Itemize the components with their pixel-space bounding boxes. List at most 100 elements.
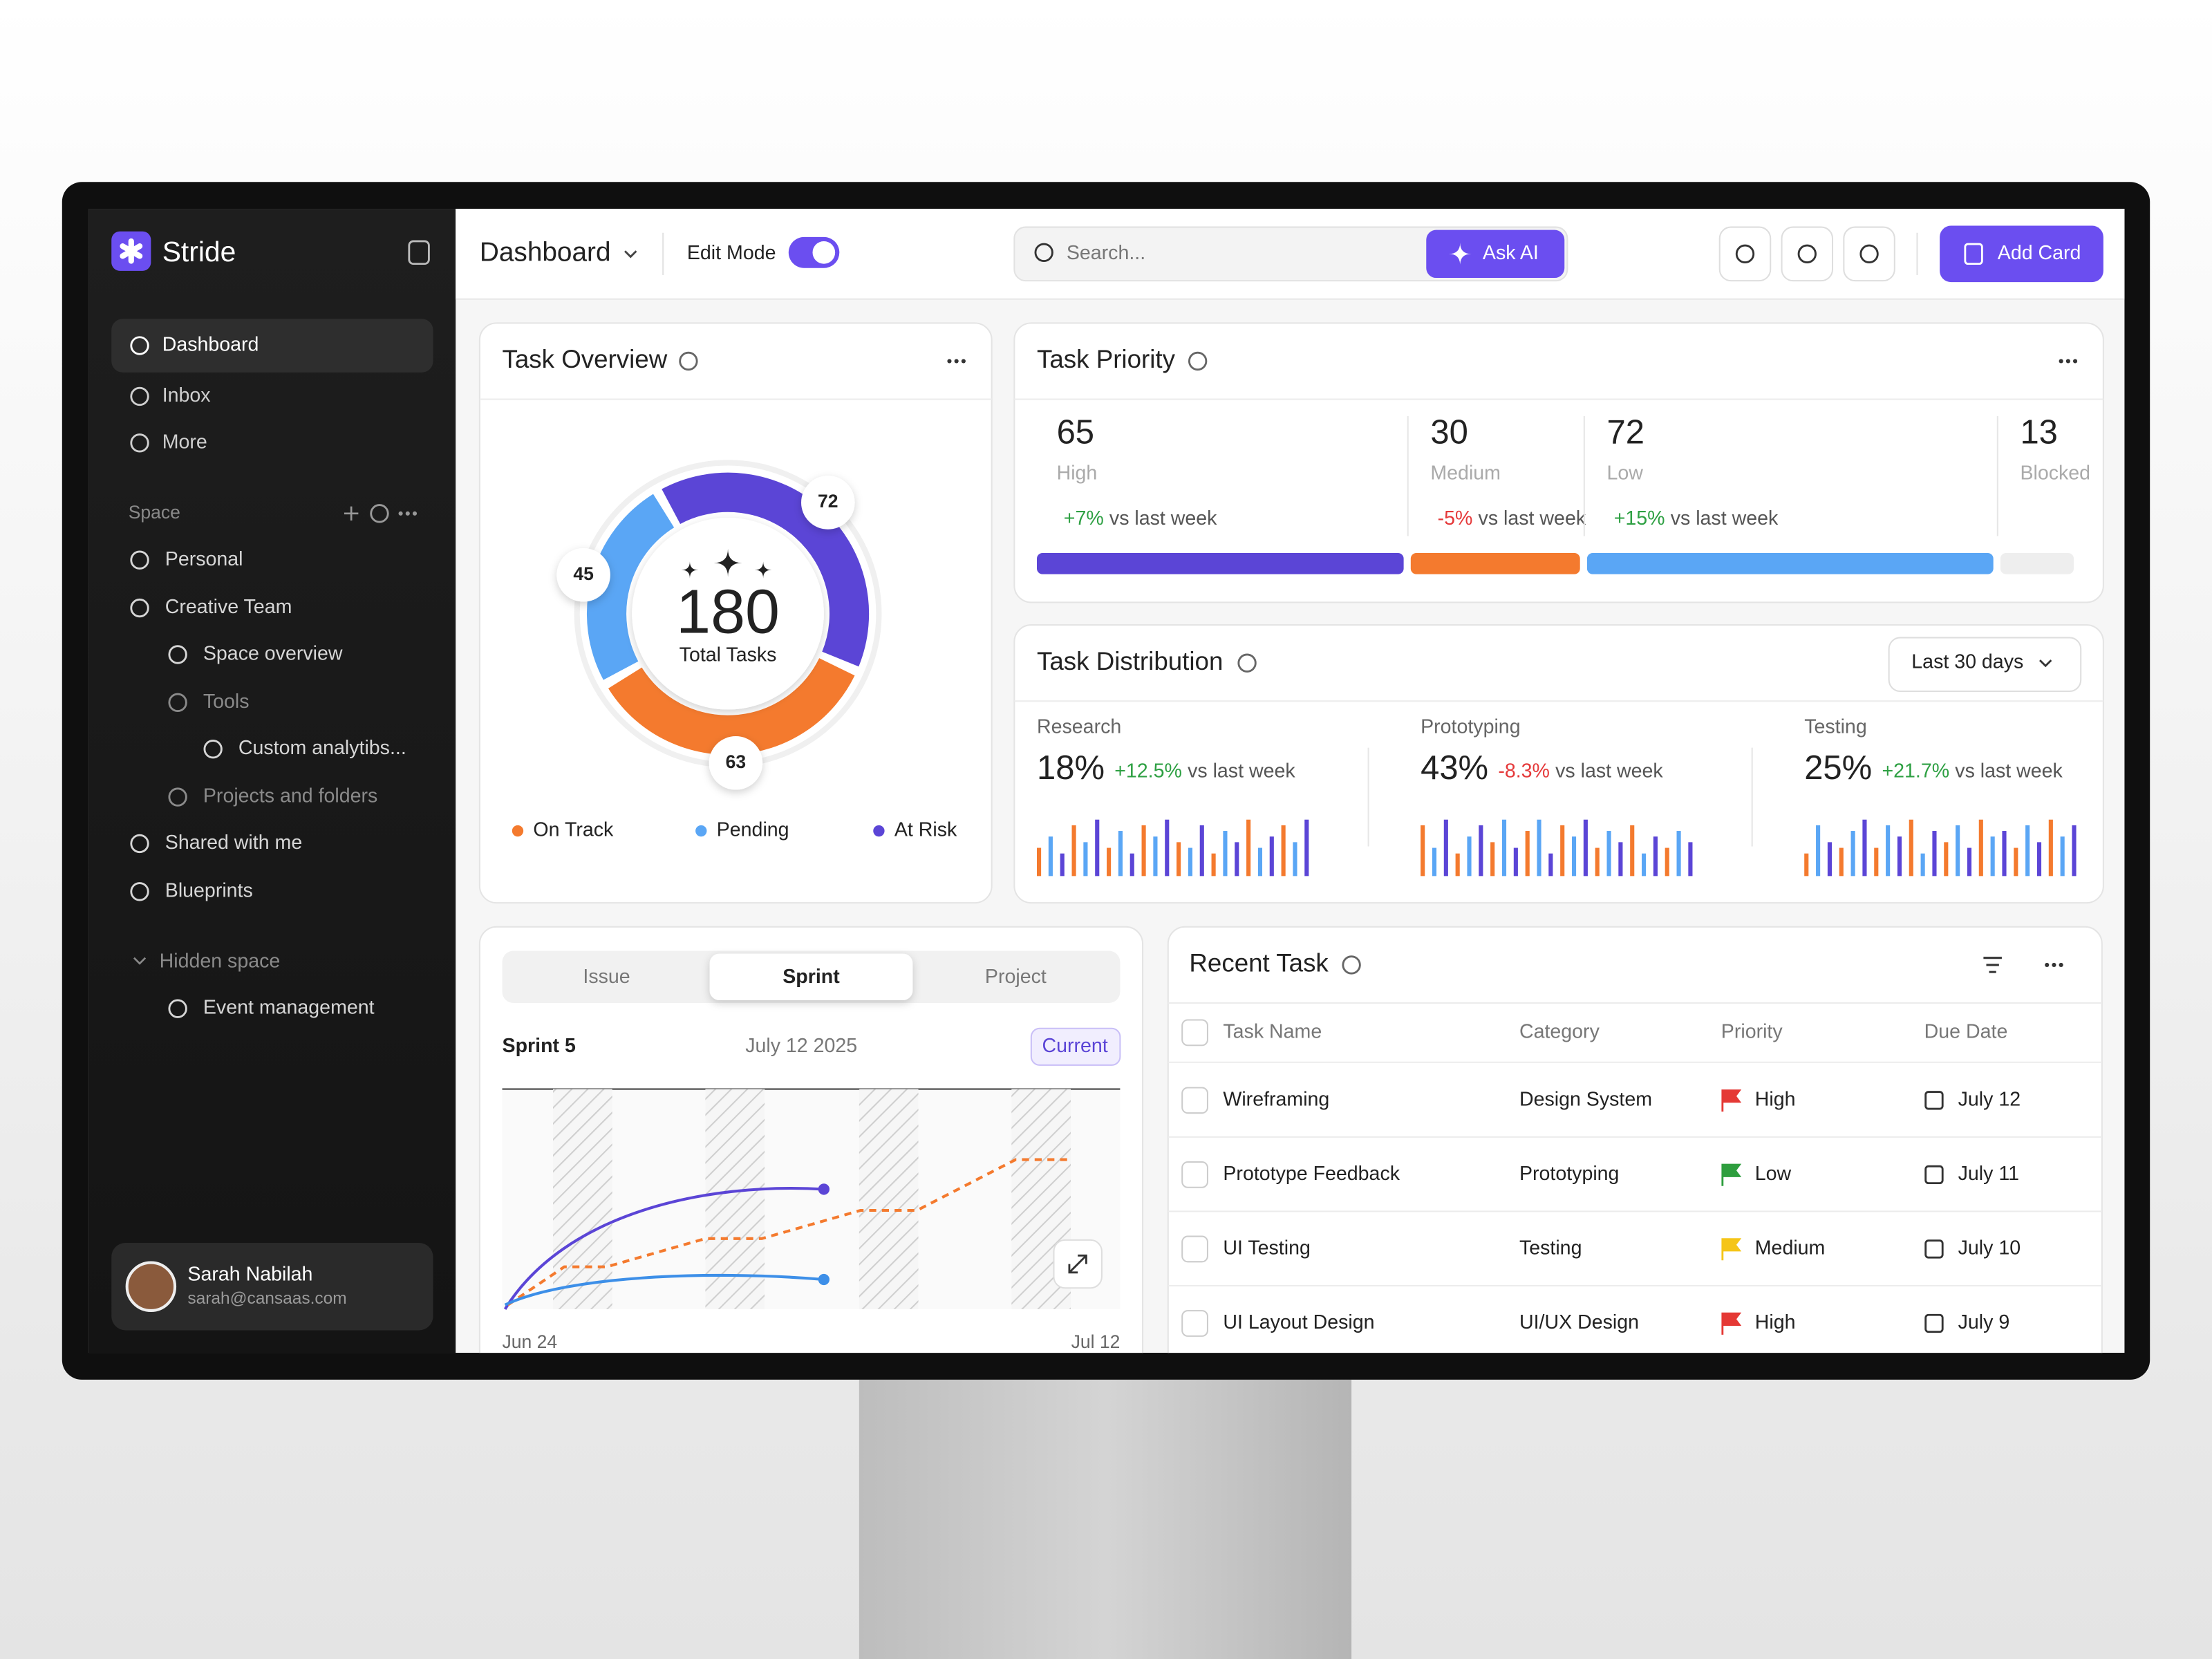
priority-flag [1721, 1238, 1742, 1261]
space-item[interactable]: Creative Team [165, 596, 292, 618]
sidebar-toggle[interactable] [408, 240, 430, 265]
nav-active[interactable] [111, 319, 433, 373]
nav-item[interactable]: Inbox [162, 384, 211, 406]
curve-end [818, 1273, 830, 1286]
icon [1237, 653, 1257, 673]
task-name: UI Layout Design [1223, 1311, 1374, 1333]
mini-bar [1618, 842, 1623, 877]
checkbox[interactable] [1181, 1310, 1208, 1337]
icon-button[interactable] [1718, 226, 1772, 282]
task-priority: High [1755, 1088, 1796, 1110]
icon [130, 386, 149, 406]
logo-mark [120, 243, 143, 259]
percent: 18% [1037, 749, 1105, 787]
percent: 25% [1804, 749, 1872, 787]
space-item[interactable]: Shared with me [165, 832, 302, 854]
nav-item[interactable]: Dashboard [162, 334, 259, 356]
mini-bar [1165, 819, 1170, 877]
value-label: 72 [818, 491, 838, 512]
mini-bar [1571, 836, 1577, 877]
mini-bar [1269, 836, 1274, 877]
task-name: Prototype Feedback [1223, 1163, 1400, 1185]
more-dot [405, 511, 410, 516]
change-value: -8.3% [1498, 760, 1550, 782]
space-item[interactable]: Projects and folders [203, 785, 377, 807]
total-value: 180 [676, 578, 780, 647]
mini-bar [1537, 819, 1541, 877]
edit-mode-label: Edit Mode [687, 242, 776, 264]
space-item[interactable]: Personal [165, 548, 243, 570]
mini-bar [1443, 819, 1448, 877]
change: +7% vs last week [1064, 507, 1217, 529]
space-item[interactable]: Tools [203, 691, 250, 713]
card-title: Task Overview [503, 345, 668, 373]
axis-label: Jun 24 [503, 1331, 558, 1352]
priority-value: 13 [2020, 414, 2057, 451]
space-item[interactable]: Blueprints [165, 879, 253, 901]
mini-bar [1874, 847, 1879, 877]
priority-bar [1410, 553, 1580, 574]
space-item[interactable]: Event management [203, 997, 375, 1019]
legend-dot [512, 825, 524, 837]
donut-segment [608, 657, 855, 755]
add-icon [344, 506, 359, 521]
column-header: Task Name [1223, 1020, 1322, 1042]
checkbox[interactable] [1181, 1235, 1208, 1263]
mini-bar [1862, 819, 1867, 877]
icon [168, 999, 187, 1018]
priority-bar [2000, 553, 2074, 574]
section-label: Space [129, 502, 180, 523]
checkbox[interactable] [1181, 1087, 1208, 1114]
tab[interactable]: Issue [583, 966, 630, 988]
priority-label: Medium [1430, 462, 1501, 484]
range-dropdown[interactable] [1888, 637, 2082, 693]
priority-bar [1586, 553, 1994, 574]
mini-bar [2002, 831, 2007, 877]
page-title: Dashboard [480, 238, 611, 268]
task-priority: High [1755, 1311, 1796, 1333]
ask-ai-button[interactable] [1426, 229, 1565, 279]
expand-icon [1068, 1254, 1087, 1274]
mini-bar [1432, 847, 1437, 877]
more-dot [2059, 359, 2063, 364]
mini-bar [1816, 825, 1821, 877]
icon [1188, 351, 1208, 371]
mini-bar [1909, 819, 1913, 877]
tab[interactable]: Sprint [782, 966, 840, 988]
tab[interactable]: Project [985, 966, 1047, 988]
curve [504, 1273, 825, 1306]
icon-button[interactable] [1781, 226, 1834, 282]
checkbox[interactable] [1181, 1161, 1208, 1188]
legend-label: At Risk [894, 819, 957, 841]
icon [130, 598, 149, 618]
mini-bar [1642, 853, 1647, 877]
icon-button[interactable] [1843, 226, 1895, 282]
sprint-name: Sprint 5 [503, 1035, 576, 1057]
task-category: Testing [1519, 1237, 1582, 1259]
change-text: vs last week [1955, 760, 2063, 782]
mini-bar [1665, 847, 1669, 877]
icon [130, 550, 149, 570]
space-item[interactable]: Space overview [203, 642, 343, 664]
priority-label: High [1057, 462, 1098, 484]
curve [507, 1158, 1073, 1306]
brand: Stride [162, 236, 236, 268]
priority-label: Blocked [2020, 462, 2090, 484]
sparkle [713, 548, 742, 577]
change-value: +21.7% [1882, 760, 1949, 782]
mini-bar [1223, 831, 1228, 877]
axis-label: Jul 12 [1071, 1331, 1121, 1352]
nav-item[interactable]: More [162, 431, 207, 453]
space-item[interactable]: Custom analytibs... [238, 737, 406, 759]
search-placeholder: Search... [1067, 242, 1145, 264]
mini-bar [1235, 842, 1239, 877]
mini-bar [1479, 825, 1483, 877]
card [1167, 926, 2103, 1353]
mini-bar [1177, 842, 1181, 877]
card-title: Task Distribution [1037, 647, 1223, 675]
mini-bar [1944, 842, 1949, 877]
add-card-button[interactable] [1940, 225, 2103, 283]
add-card-label: Add Card [1998, 242, 2081, 264]
status: Current [1042, 1035, 1107, 1057]
checkbox[interactable] [1181, 1019, 1208, 1047]
